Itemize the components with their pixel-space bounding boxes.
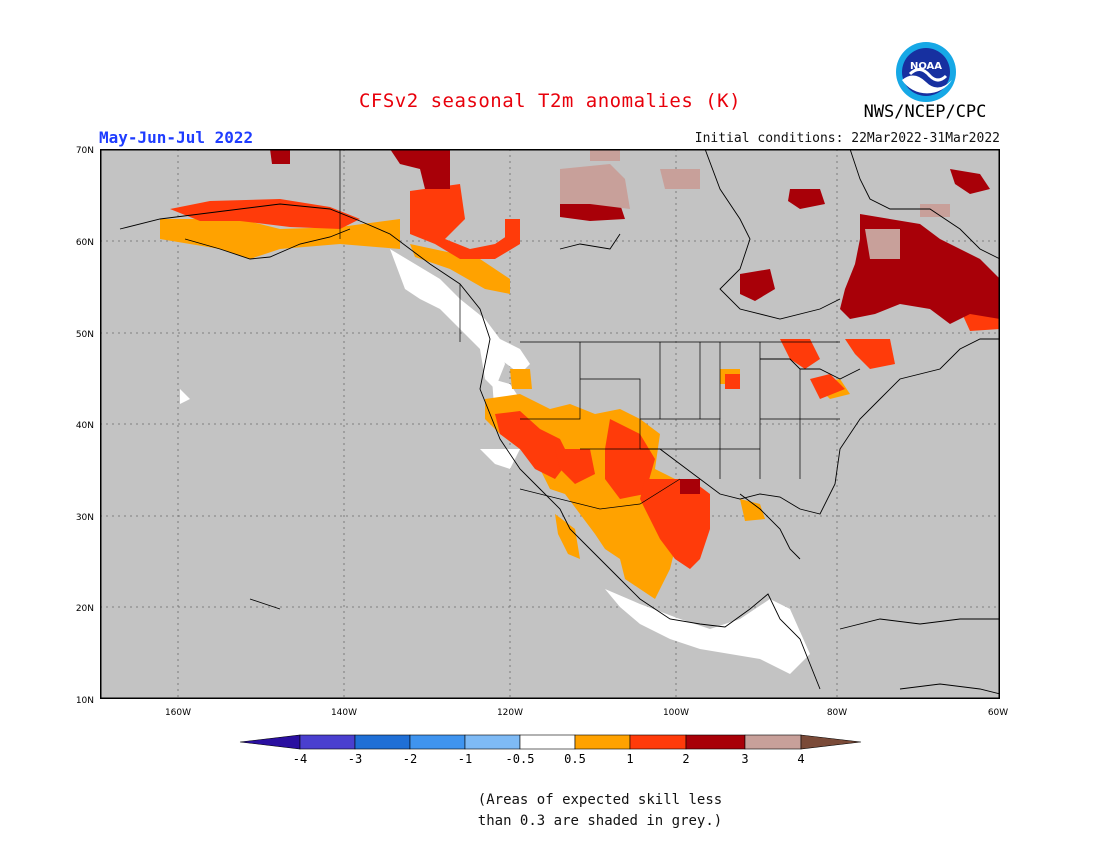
colorbar-cell bbox=[409, 734, 466, 750]
skill-note-line-1: (Areas of expected skill less bbox=[477, 792, 723, 808]
lat-label-70: 70N bbox=[76, 146, 94, 156]
longitude-labels: 160W 140W 120W 100W 80W 60W bbox=[165, 708, 1008, 718]
colorbar-label: 0.5 bbox=[564, 752, 586, 766]
colorbar-label: -2 bbox=[403, 752, 417, 766]
lat-label-10: 10N bbox=[76, 696, 94, 706]
lat-label-60: 60N bbox=[76, 238, 94, 248]
colorbar-cell bbox=[744, 734, 802, 750]
colorbar-label: 1 bbox=[626, 752, 633, 766]
latitude-labels: 70N 60N 50N 40N 30N 20N 10N bbox=[76, 146, 94, 706]
initial-conditions-label: Initial conditions: 22Mar2022-31Mar2022 bbox=[694, 131, 1000, 146]
colorbar-cell bbox=[299, 734, 356, 750]
lon-label-160w: 160W bbox=[165, 708, 191, 718]
colorbar-label: 2 bbox=[682, 752, 689, 766]
lon-label-80w: 80W bbox=[827, 708, 847, 718]
colorbar: -4 -3 -2 -1 -0.5 0.5 1 2 3 4 bbox=[239, 734, 862, 766]
noaa-logo: NOAA bbox=[896, 42, 956, 102]
lon-label-120w: 120W bbox=[497, 708, 523, 718]
colorbar-cell bbox=[685, 734, 746, 750]
colorbar-label: -0.5 bbox=[506, 752, 535, 766]
political-borders bbox=[339, 149, 840, 510]
colorbar-label: -1 bbox=[458, 752, 472, 766]
lat-label-20: 20N bbox=[76, 604, 94, 614]
colorbar-label: -4 bbox=[293, 752, 307, 766]
colorbar-cell bbox=[239, 734, 301, 750]
lon-label-100w: 100W bbox=[663, 708, 689, 718]
skill-note-line-2: than 0.3 are shaded in grey.) bbox=[477, 813, 723, 829]
colorbar-cell bbox=[354, 734, 411, 750]
skill-note: (Areas of expected skill less than 0.3 a… bbox=[440, 790, 760, 832]
anomaly-3-4-areas bbox=[560, 149, 950, 259]
colorbar-label: 4 bbox=[797, 752, 804, 766]
map-panel bbox=[100, 149, 1000, 699]
season-label: May-Jun-Jul 2022 bbox=[99, 128, 254, 147]
lon-label-140w: 140W bbox=[331, 708, 357, 718]
anomaly-1-2-areas bbox=[170, 184, 1000, 569]
logo-text: NOAA bbox=[910, 61, 942, 72]
colorbar-labels: -4 -3 -2 -1 -0.5 0.5 1 2 3 4 bbox=[293, 752, 805, 766]
colorbar-label: -3 bbox=[348, 752, 362, 766]
chart-title: CFSv2 seasonal T2m anomalies (K) bbox=[358, 90, 742, 112]
colorbar-cell bbox=[629, 734, 687, 750]
lat-label-40: 40N bbox=[76, 421, 94, 431]
colorbar-cell bbox=[800, 734, 862, 750]
colorbar-cell bbox=[464, 734, 521, 750]
lon-label-60w: 60W bbox=[988, 708, 1008, 718]
colorbar-cell bbox=[574, 734, 631, 750]
colorbar-cells bbox=[239, 734, 862, 750]
map-frame bbox=[100, 149, 1000, 699]
colorbar-cell bbox=[519, 734, 576, 750]
agency-label: NWS/NCEP/CPC bbox=[863, 102, 987, 122]
lat-label-50: 50N bbox=[76, 330, 94, 340]
lat-label-30: 30N bbox=[76, 513, 94, 523]
colorbar-label: 3 bbox=[741, 752, 748, 766]
